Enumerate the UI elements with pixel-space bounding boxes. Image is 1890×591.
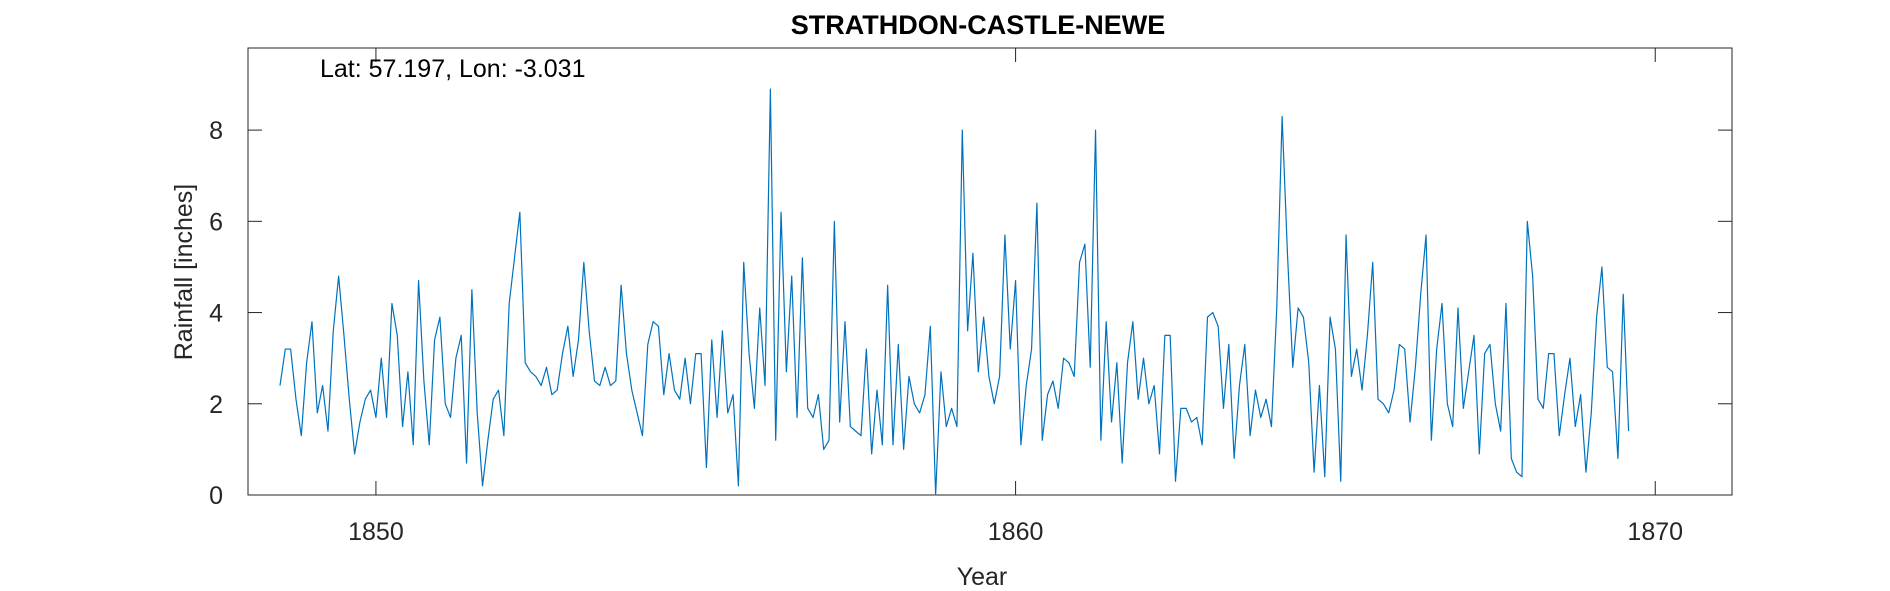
x-tick-label: 1850 bbox=[348, 518, 404, 546]
y-tick-label: 4 bbox=[209, 300, 223, 328]
x-tick-labels: 1850 1860 1870 bbox=[348, 518, 1683, 546]
axis-ticks bbox=[248, 48, 1732, 496]
y-axis-label: Rainfall [inches] bbox=[170, 184, 198, 360]
y-tick-label: 6 bbox=[209, 208, 223, 236]
y-tick-labels: 0 2 4 6 8 bbox=[209, 117, 223, 510]
x-tick-label: 1860 bbox=[988, 518, 1044, 546]
location-annotation: Lat: 57.197, Lon: -3.031 bbox=[320, 55, 586, 83]
x-axis-label: Year bbox=[957, 563, 1008, 591]
x-tick-label: 1870 bbox=[1627, 518, 1683, 546]
rainfall-series-line bbox=[279, 88, 1630, 496]
y-tick-label: 2 bbox=[209, 391, 223, 419]
y-tick-label: 0 bbox=[209, 482, 223, 510]
plot-area-frame bbox=[247, 47, 1733, 496]
y-tick-label: 8 bbox=[209, 117, 223, 145]
chart-title: STRATHDON-CASTLE-NEWE bbox=[791, 10, 1165, 40]
